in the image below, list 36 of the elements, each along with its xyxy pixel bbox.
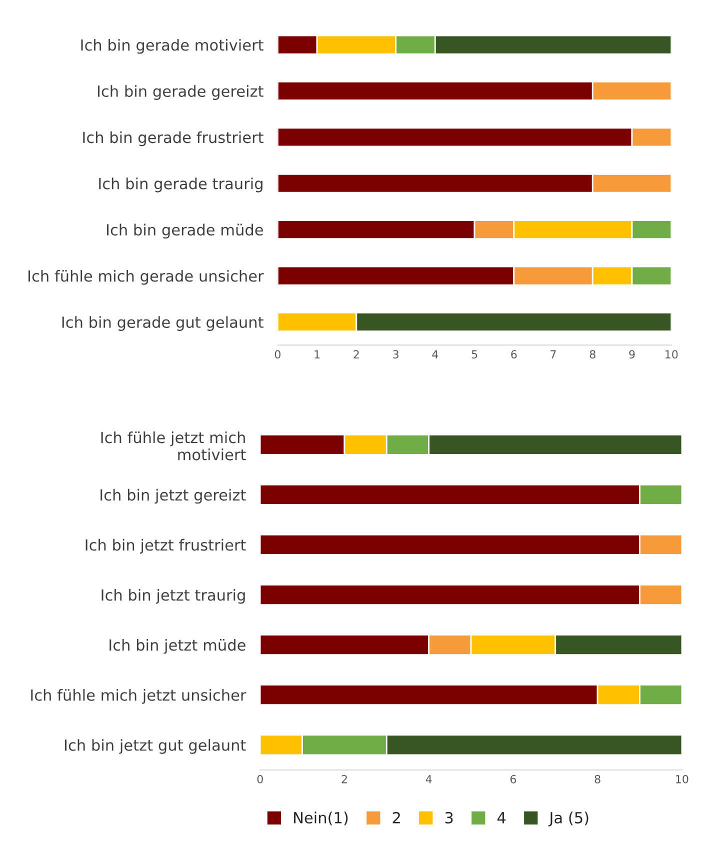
y-tick-label: Ich bin jetzt traurig xyxy=(102,588,245,604)
y-tick-label: Ich bin jetzt gereizt xyxy=(100,488,246,504)
legend-label: Nein(1) xyxy=(294,812,348,826)
legend-label: 2 xyxy=(392,812,400,824)
legend-label: 3 xyxy=(445,812,453,824)
x-tick-label: 0 xyxy=(257,774,263,784)
y-tick-label: Ich bin jetzt müde xyxy=(110,638,246,654)
x-tick-label: 4 xyxy=(432,350,438,358)
y-tick-label: Ich bin jetzt gut gelaunt xyxy=(65,739,246,754)
y-tick-label: Ich bin jetzt frustriert xyxy=(86,538,246,554)
x-tick-label: 10 xyxy=(676,774,688,784)
x-tick-label: 2 xyxy=(342,774,347,784)
y-tick-label: Ich fühle jetzt mich motiviert xyxy=(101,431,246,460)
y-tick-label: Ich bin gerade müde xyxy=(107,224,263,239)
x-tick-label: 8 xyxy=(590,350,596,359)
y-tick-label: Ich bin gerade motiviert xyxy=(81,38,264,54)
x-tick-label: 5 xyxy=(472,350,478,359)
legend-label: Ja (5) xyxy=(548,812,588,826)
x-tick-label: 2 xyxy=(354,350,359,358)
y-tick-label: Ich fühle mich gerade unsicher xyxy=(28,270,264,285)
x-tick-label: 3 xyxy=(393,350,398,359)
y-tick-label: Ich bin gerade gut gelaunt xyxy=(62,316,264,331)
x-tick-label: 6 xyxy=(511,350,517,359)
x-tick-label: 8 xyxy=(594,774,600,784)
y-tick-label: Ich fühle mich jetzt unsicher xyxy=(31,689,246,704)
x-tick-label: 4 xyxy=(426,775,432,784)
x-tick-label: 6 xyxy=(510,774,516,784)
x-tick-label: 1 xyxy=(314,350,320,358)
x-tick-label: 0 xyxy=(274,350,280,359)
y-tick-label: Ich bin gerade frustriert xyxy=(83,131,264,146)
x-tick-label: 7 xyxy=(550,350,556,358)
y-tick-label: Ich bin gerade traurig xyxy=(99,178,262,192)
y-tick-label: Ich bin gerade gereizt xyxy=(98,85,264,100)
legend-label: 4 xyxy=(497,812,506,824)
x-tick-label: 10 xyxy=(666,350,678,359)
x-tick-label: 9 xyxy=(629,350,635,359)
